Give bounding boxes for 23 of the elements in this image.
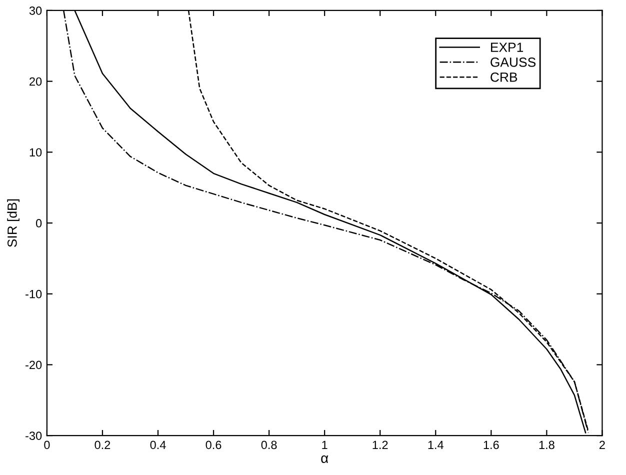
x-tick-label: 1 (322, 440, 328, 449)
x-tick-label: 1.8 (539, 440, 554, 450)
y-axis-title: SIR [dB] (7, 199, 20, 247)
y-tick-label: -20 (26, 360, 42, 370)
x-tick-label: 1.2 (372, 440, 388, 449)
y-tick-label: -30 (26, 432, 42, 440)
y-tick-label: 30 (29, 6, 42, 15)
y-tick-label: 0 (36, 219, 42, 228)
x-tick-label: 2 (600, 440, 605, 449)
x-axis-title: α (321, 455, 328, 464)
y-tick-label: -10 (26, 290, 42, 298)
x-tick-label: 0 (44, 440, 50, 450)
x-tick-label: 0.4 (150, 440, 166, 450)
legend-label: GAUSS (490, 58, 536, 67)
legend-label: CRB (490, 72, 518, 82)
x-tick-label: 0.2 (94, 440, 110, 450)
y-tick-label: 20 (30, 77, 42, 86)
x-tick-label: 1.4 (428, 440, 444, 449)
legend-label: EXP1 (491, 42, 524, 52)
y-tick-label: 10 (30, 148, 42, 157)
x-tick-label: 0.8 (261, 440, 277, 450)
x-tick-label: 1.6 (484, 440, 499, 450)
x-tick-label: 0.6 (206, 440, 222, 450)
